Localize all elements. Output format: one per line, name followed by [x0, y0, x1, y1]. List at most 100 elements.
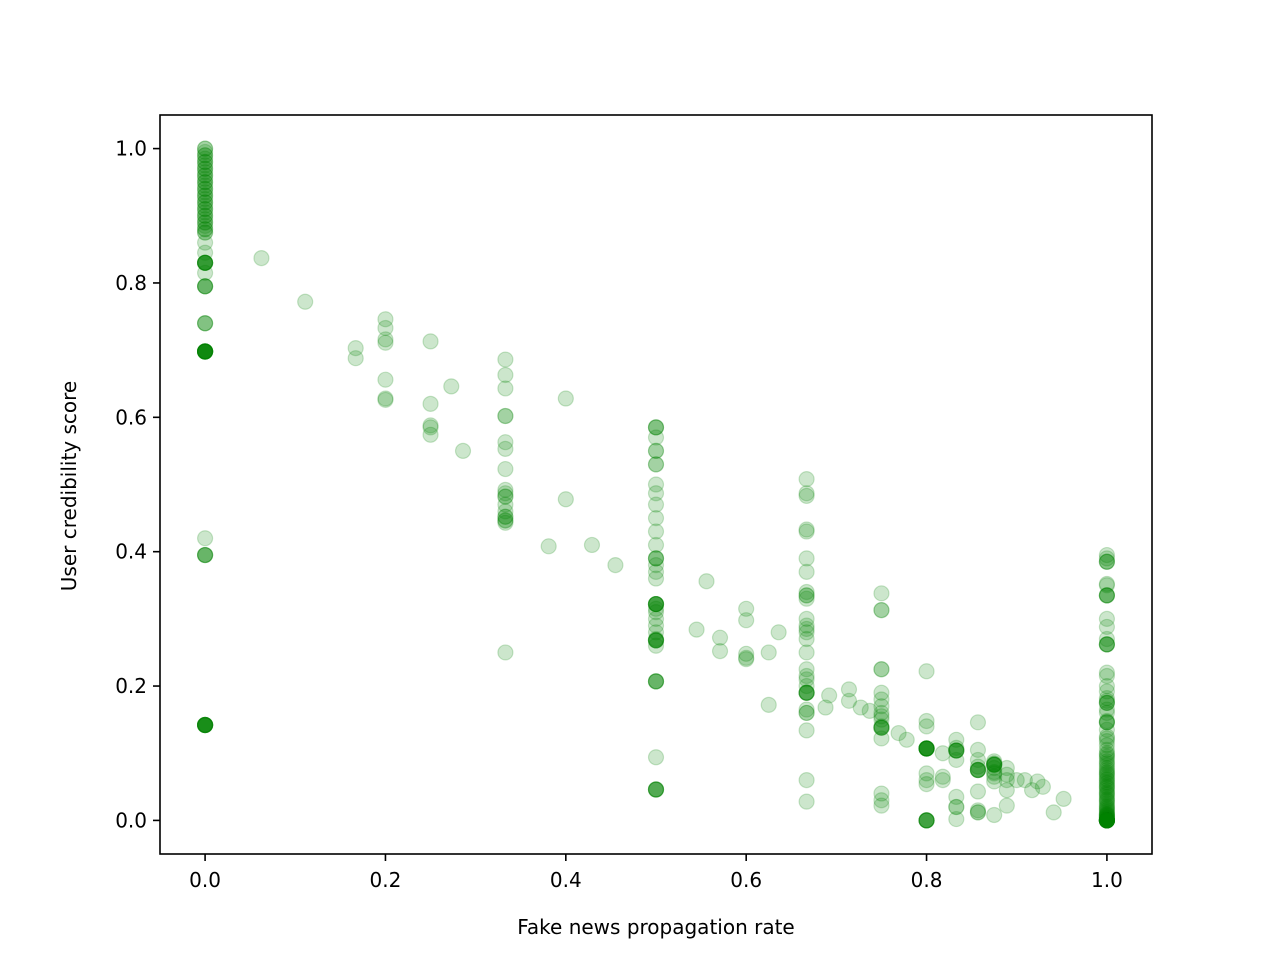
scatter-point — [760, 644, 777, 661]
scatter-point — [196, 343, 214, 360]
scatter-point — [196, 167, 214, 184]
scatter-point — [1098, 771, 1116, 789]
scatter-point — [196, 716, 214, 734]
scatter-point — [798, 793, 815, 810]
scatter-point — [497, 514, 514, 531]
x-tick-label: 0.6 — [730, 868, 762, 892]
scatter-point — [798, 624, 815, 641]
scatter-point — [196, 180, 214, 197]
scatter-point — [1098, 784, 1116, 801]
scatter-point — [1098, 587, 1116, 604]
scatter-point — [647, 632, 665, 649]
scatter-point — [196, 716, 214, 734]
y-tick-label: 0.6 — [115, 405, 147, 429]
scatter-point — [1098, 683, 1116, 700]
scatter-point — [647, 550, 665, 567]
scatter-point — [196, 147, 214, 164]
scatter-point — [1098, 753, 1116, 770]
scatter-point — [1098, 793, 1116, 810]
scatter-point — [196, 194, 214, 211]
scatter-point — [1098, 812, 1116, 829]
scatter-point — [497, 496, 514, 513]
scatter-point — [798, 684, 815, 701]
scatter-point — [196, 716, 214, 734]
scatter-point — [738, 600, 755, 617]
scatter-point — [898, 731, 915, 748]
scatter-point — [918, 740, 935, 757]
scatter-point — [497, 488, 514, 505]
scatter-point — [647, 673, 665, 690]
scatter-point — [196, 343, 214, 360]
scatter-point — [196, 174, 214, 191]
scatter-point — [647, 595, 665, 613]
scatter-point — [986, 759, 1003, 777]
scatter-point — [1098, 808, 1116, 825]
scatter-point — [647, 595, 665, 613]
scatter-point — [1098, 667, 1116, 685]
scatter-point — [948, 742, 965, 759]
scatter-point — [196, 184, 214, 201]
scatter-point — [873, 797, 890, 814]
scatter-point — [798, 704, 815, 722]
scatter-point — [196, 343, 214, 360]
scatter-point — [861, 702, 878, 720]
scatter-point — [196, 214, 214, 231]
scatter-point — [1098, 694, 1116, 711]
scatter-point — [196, 153, 214, 171]
scatter-point — [918, 718, 935, 735]
scatter-point — [196, 143, 214, 161]
scatter-point — [1098, 690, 1116, 707]
scatter-point — [711, 629, 729, 646]
scatter-point — [918, 776, 935, 793]
y-tick-label: 0.0 — [115, 808, 147, 832]
scatter-point — [196, 546, 214, 564]
scatter-point — [969, 761, 987, 779]
scatter-point — [1098, 728, 1116, 745]
scatter-point — [647, 624, 665, 641]
scatter-point — [1098, 812, 1116, 829]
scatter-point — [497, 460, 514, 478]
scatter-point — [1098, 812, 1116, 829]
scatter-point — [798, 644, 815, 661]
scatter-point — [647, 429, 665, 446]
scatter-point — [196, 221, 214, 238]
scatter-point — [986, 756, 1003, 773]
scatter-point — [454, 442, 472, 460]
scatter-point — [986, 806, 1003, 824]
scatter-point — [1098, 546, 1116, 564]
scatter-point — [196, 234, 214, 251]
scatter-point — [1098, 812, 1116, 829]
scatter-point — [798, 550, 815, 567]
scatter-point — [738, 612, 755, 629]
scatter-point — [196, 716, 214, 734]
scatter-point — [196, 140, 214, 157]
scatter-point — [918, 812, 935, 829]
scatter-point — [1098, 766, 1116, 783]
scatter-point — [948, 742, 965, 759]
scatter-point — [196, 187, 214, 204]
x-axis: 0.0 0.2 0.4 0.6 0.8 1.0 — [189, 854, 1123, 892]
scatter-point — [196, 716, 214, 734]
scatter-point — [1098, 587, 1116, 604]
scatter-point — [497, 440, 514, 457]
x-tick-label: 1.0 — [1091, 868, 1123, 892]
scatter-point — [1098, 812, 1116, 829]
scatter-point — [422, 426, 439, 443]
scatter-point — [798, 661, 815, 678]
scatter-point — [647, 781, 665, 798]
scatter-point — [196, 343, 214, 360]
scatter-point — [1098, 763, 1116, 781]
scatter-point — [196, 254, 214, 271]
scatter-point — [948, 788, 965, 806]
scatter-point — [1098, 730, 1116, 747]
scatter-point — [852, 699, 869, 716]
scatter-point — [647, 673, 665, 690]
scatter-point — [647, 781, 665, 798]
scatter-point — [986, 755, 1003, 772]
scatter-point — [497, 508, 514, 525]
scatter-point — [1098, 704, 1116, 722]
scatter-point — [873, 602, 890, 619]
scatter-point — [969, 802, 987, 819]
scatter-point — [1098, 553, 1116, 570]
scatter-point — [1023, 782, 1041, 799]
